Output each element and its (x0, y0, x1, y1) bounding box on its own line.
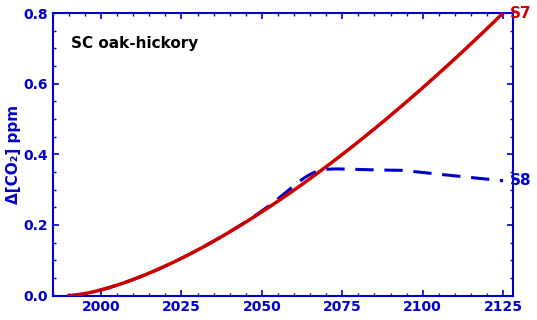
Text: S7: S7 (510, 5, 531, 20)
Y-axis label: Δ[CO₂] ppm: Δ[CO₂] ppm (5, 105, 20, 204)
Text: SC oak-hickory: SC oak-hickory (71, 36, 199, 51)
Text: S8: S8 (510, 173, 531, 188)
